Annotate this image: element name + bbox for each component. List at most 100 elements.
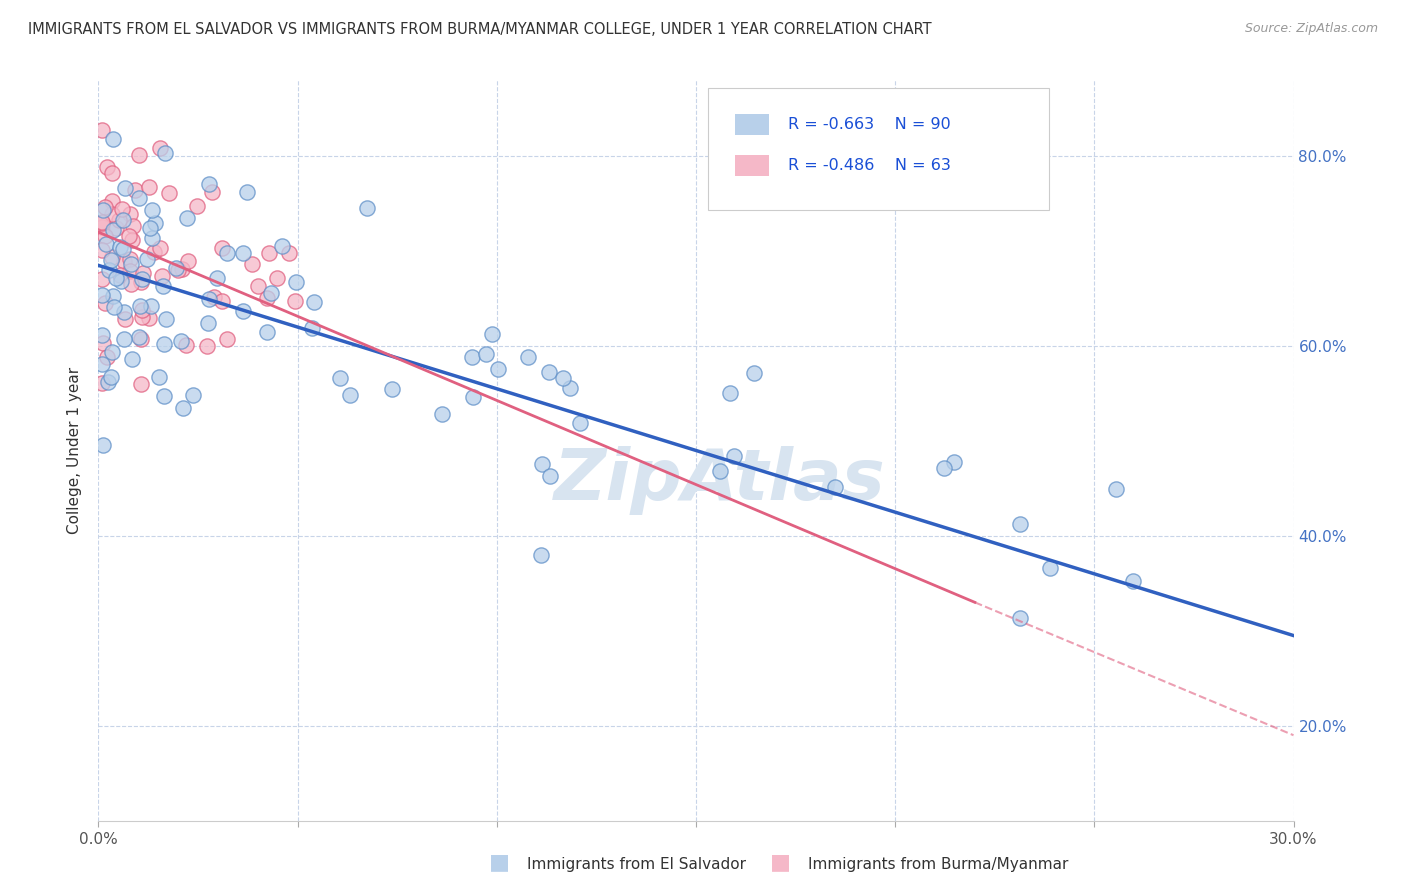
Point [259,285,281,300]
Point [932,461,955,475]
Point [118,252,141,267]
Point [240,257,263,271]
Point [560,381,582,395]
Point [186,199,208,213]
Point [91,288,114,302]
Point [246,279,269,293]
Point [91,272,114,286]
Point [475,347,498,361]
Point [129,299,152,313]
Point [551,371,574,385]
Point [112,254,135,268]
Text: ■: ■ [770,853,790,872]
Point [486,362,509,376]
Point [278,246,301,260]
Point [128,191,150,205]
Point [284,293,307,308]
Point [197,177,219,191]
Point [91,123,114,137]
Point [98,263,121,277]
Point [381,382,404,396]
Point [138,180,160,194]
Point [103,300,125,314]
Point [108,239,131,253]
Point [120,207,142,221]
Point [101,207,124,221]
Point [167,263,190,277]
Point [742,366,765,380]
Point [124,183,146,197]
Point [91,202,114,217]
Point [93,336,115,351]
Point [131,310,153,325]
Point [101,345,124,359]
Point [132,267,155,281]
Point [139,220,162,235]
Point [136,252,159,267]
Point [430,408,453,422]
Point [96,160,118,174]
Point [149,241,172,255]
Point [165,260,187,275]
Point [537,365,560,379]
Point [131,377,153,392]
Point [129,332,152,346]
FancyBboxPatch shape [709,87,1049,210]
Point [1008,517,1031,532]
Point [152,278,174,293]
Point [91,219,114,234]
Point [256,325,278,339]
Point [304,295,326,310]
Point [91,243,114,257]
Point [93,296,115,310]
Point [198,292,221,306]
Point [538,469,561,483]
Text: ZipAtlas: ZipAtlas [554,446,886,515]
Text: IMMIGRANTS FROM EL SALVADOR VS IMMIGRANTS FROM BURMA/MYANMAR COLLEGE, UNDER 1 YE: IMMIGRANTS FROM EL SALVADOR VS IMMIGRANT… [28,22,932,37]
Point [170,261,193,276]
Point [301,320,323,334]
Point [149,140,172,154]
Point [266,271,288,285]
Point [201,186,224,200]
Point [120,277,142,292]
Text: Immigrants from El Salvador: Immigrants from El Salvador [527,857,747,872]
Point [461,350,484,364]
Point [155,312,177,326]
Point [143,216,166,230]
Text: ■: ■ [489,853,509,872]
Point [91,328,114,343]
Point [205,270,228,285]
Point [131,272,153,286]
Point [108,268,131,283]
Point [1122,574,1144,588]
Point [97,376,120,390]
Point [91,216,114,230]
Point [942,455,965,469]
Point [718,386,741,401]
Point [204,290,226,304]
Point [824,480,846,494]
Point [148,369,170,384]
Point [104,270,127,285]
Bar [735,155,769,176]
Point [91,357,114,371]
Point [91,376,114,390]
Point [91,437,114,451]
Point [101,166,124,180]
Point [170,334,193,348]
Point [101,288,124,302]
Point [120,257,142,271]
Point [114,305,136,319]
Point [339,388,361,402]
Point [94,229,117,244]
Text: Source: ZipAtlas.com: Source: ZipAtlas.com [1244,22,1378,36]
Point [157,186,180,201]
Point [211,294,233,309]
Point [121,351,143,366]
Point [105,221,128,235]
Point [91,215,114,229]
Point [177,254,200,268]
Point [111,202,134,217]
Point [215,245,238,260]
